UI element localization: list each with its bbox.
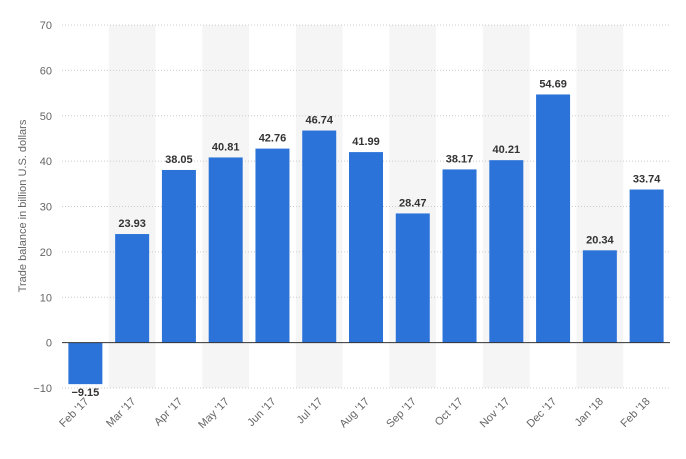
x-tick-label: Apr '17 bbox=[152, 396, 185, 429]
x-tick-label: Mar '17 bbox=[104, 396, 138, 430]
bar[interactable] bbox=[395, 213, 430, 343]
bar[interactable] bbox=[161, 169, 196, 343]
y-tick-label: −10 bbox=[33, 383, 52, 395]
bar[interactable] bbox=[255, 148, 290, 343]
data-label: 42.76 bbox=[259, 133, 287, 145]
data-label: 20.34 bbox=[586, 234, 614, 246]
bar[interactable] bbox=[349, 152, 383, 343]
x-tick-label: Jun '17 bbox=[245, 396, 278, 429]
x-tick-label: Nov '17 bbox=[478, 396, 513, 431]
y-tick-label: 20 bbox=[40, 247, 52, 259]
data-label: 33.74 bbox=[633, 174, 661, 186]
x-tick-labels: Feb '17 Mar '17 Apr '17 May '17 Jun '17 Jul '… bbox=[57, 396, 652, 431]
y-tick-label: 10 bbox=[40, 292, 52, 304]
data-label: 40.21 bbox=[493, 144, 521, 156]
data-label: 41.99 bbox=[352, 136, 380, 148]
data-label: 23.93 bbox=[118, 218, 146, 230]
bar[interactable] bbox=[582, 250, 617, 343]
y-tick-label: 60 bbox=[40, 65, 52, 77]
x-tick-label: Jan '18 bbox=[573, 396, 606, 429]
x-tick-label: Jul '17 bbox=[295, 396, 326, 427]
bars bbox=[68, 94, 664, 385]
bar[interactable] bbox=[68, 342, 103, 385]
bar[interactable] bbox=[489, 160, 524, 343]
data-label: 38.17 bbox=[446, 153, 474, 165]
bar[interactable] bbox=[115, 234, 150, 343]
x-tick-label: Feb '18 bbox=[619, 396, 653, 430]
x-tick-label: Dec '17 bbox=[525, 396, 560, 431]
data-label: 38.05 bbox=[165, 154, 193, 166]
bar[interactable] bbox=[629, 189, 664, 343]
y-tick-label: 0 bbox=[46, 338, 52, 350]
data-label: 54.69 bbox=[539, 78, 567, 90]
bar[interactable] bbox=[442, 169, 477, 343]
data-label: 28.47 bbox=[399, 197, 427, 209]
y-tick-label: 40 bbox=[40, 156, 52, 168]
data-labels: −9.15 23.93 38.05 40.81 42.76 46.74 41.99 28.47… bbox=[71, 78, 661, 399]
x-tick-label: Feb '17 bbox=[57, 396, 91, 430]
data-label: −9.15 bbox=[71, 387, 99, 399]
y-tick-label: 70 bbox=[40, 20, 52, 32]
bar[interactable] bbox=[208, 157, 243, 343]
x-tick-label: May '17 bbox=[196, 396, 231, 431]
y-tick-label: 30 bbox=[40, 202, 52, 214]
y-tick-label: 50 bbox=[40, 111, 52, 123]
y-axis-title: Trade balance in billion U.S. dollars bbox=[17, 119, 29, 292]
data-label: 40.81 bbox=[212, 141, 240, 153]
bar[interactable] bbox=[302, 130, 337, 343]
x-tick-label: Sep '17 bbox=[384, 396, 419, 431]
data-label: 46.74 bbox=[305, 115, 333, 127]
x-tick-label: Aug '17 bbox=[337, 396, 372, 431]
y-tick-labels: −10 0 10 20 30 40 50 60 70 bbox=[33, 20, 52, 395]
x-tick-label: Oct '17 bbox=[433, 396, 466, 429]
bar[interactable] bbox=[536, 94, 571, 343]
